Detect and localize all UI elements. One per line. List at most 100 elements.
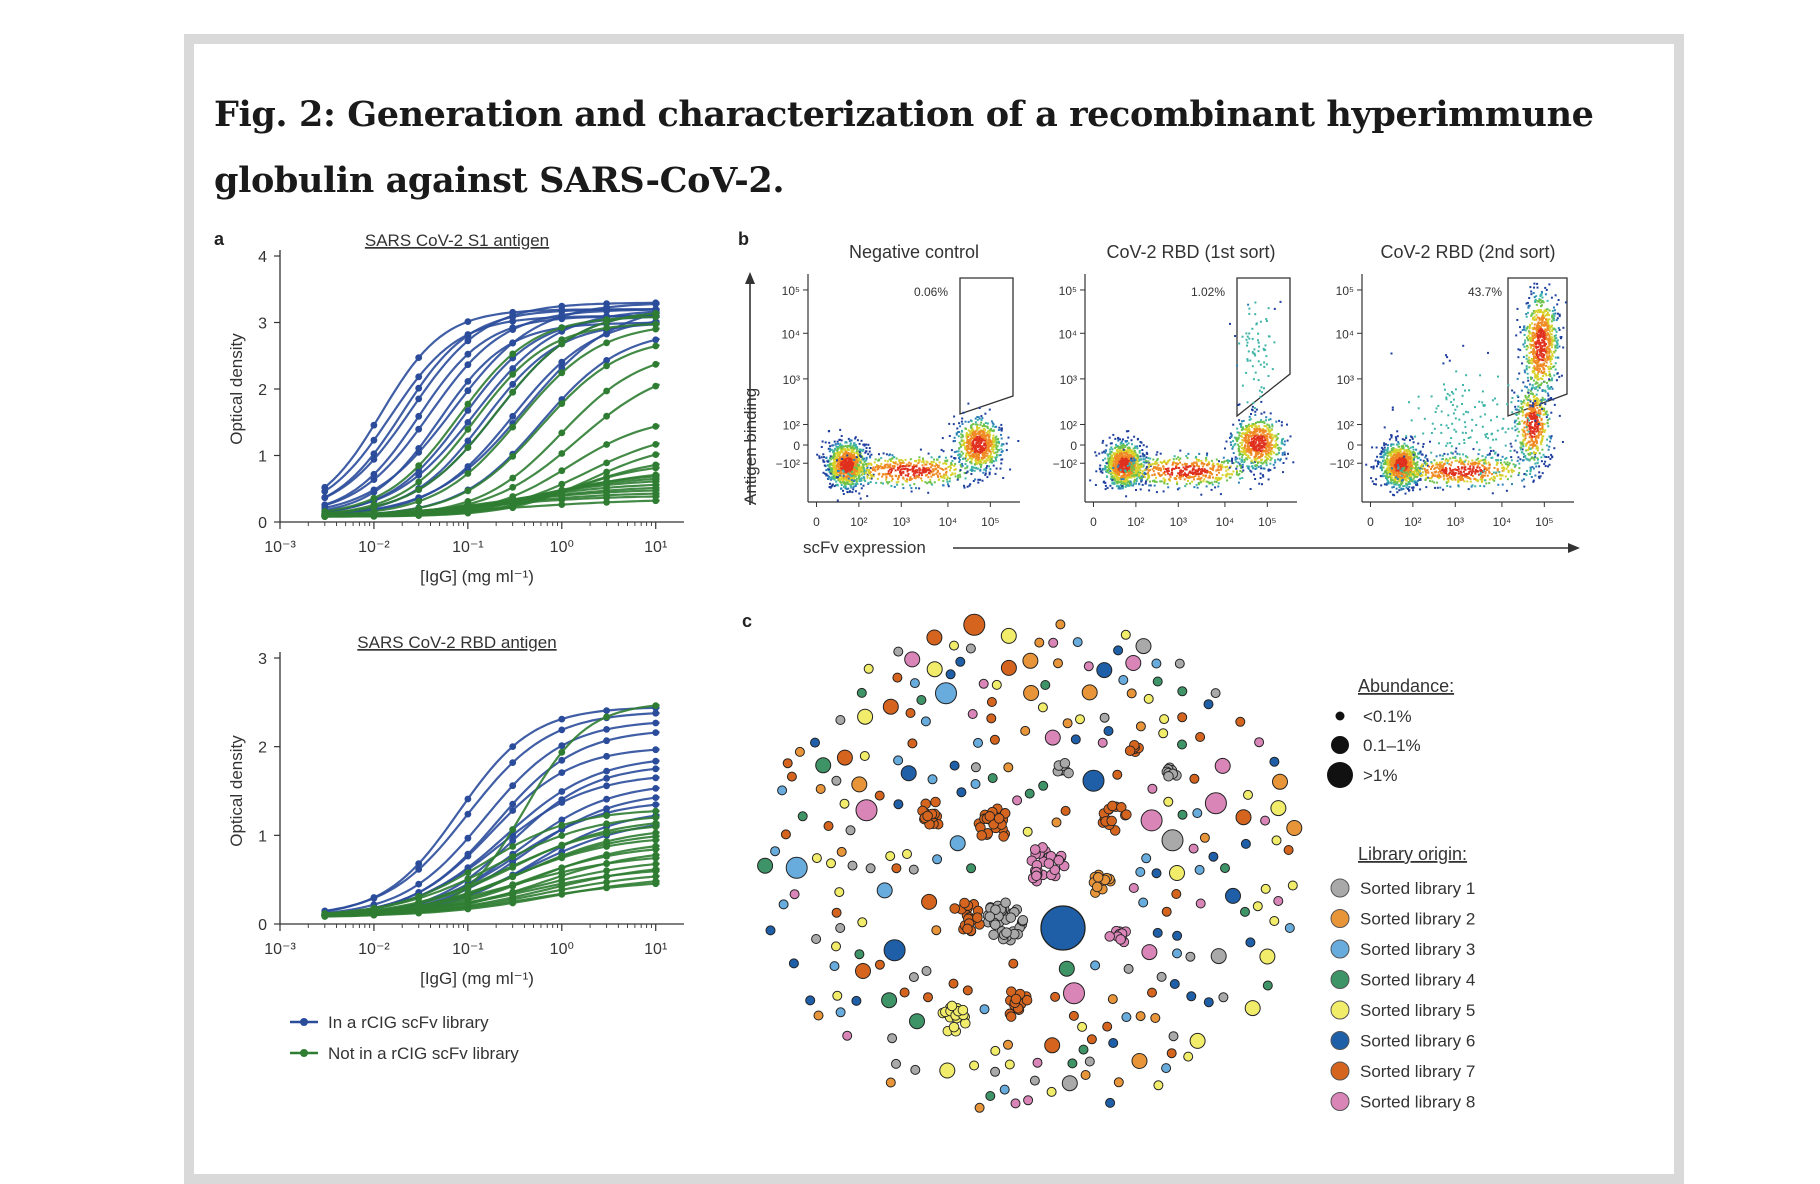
event-dot [1176,464,1178,466]
event-dot [1144,454,1146,456]
event-dot [1104,465,1106,467]
event-dot [1271,444,1273,446]
data-point [509,843,516,850]
event-dot [885,479,887,481]
event-dot [974,470,976,472]
data-point [558,324,565,331]
data-point [465,361,472,368]
event-dot [1260,434,1262,436]
event-dot [897,464,899,466]
event-dot [1119,458,1121,460]
event-dot [892,465,894,467]
event-dot [957,479,959,481]
event-dot [981,439,983,441]
data-point [415,472,422,479]
event-dot [836,457,838,459]
event-dot [982,462,984,464]
event-dot [1184,478,1186,480]
data-point [652,465,659,472]
event-dot [889,475,891,477]
data-point [465,378,472,385]
event-dot [863,458,865,460]
event-dot [863,476,865,478]
event-dot [829,465,831,467]
event-dot [968,429,970,431]
event-dot [941,476,943,478]
event-dot [945,472,947,474]
data-point [415,881,422,888]
data-point [415,385,422,392]
data-point [321,488,328,495]
event-dot [1285,458,1287,460]
event-dot [1202,474,1204,476]
event-dot [1241,477,1243,479]
event-dot [942,480,944,482]
event-dot [1268,449,1270,451]
event-dot [1139,469,1141,471]
event-dot [849,490,851,492]
event-dot [939,467,941,469]
event-dot [961,451,963,453]
event-dot [1212,477,1214,479]
event-dot [962,423,964,425]
data-point [465,869,472,876]
event-dot [1290,435,1292,437]
event-dot [1128,442,1130,444]
event-dot [1153,470,1155,472]
event-dot [988,465,990,467]
event-dot [829,483,831,485]
event-dot [834,441,836,443]
event-dot [875,466,877,468]
event-dot [891,454,893,456]
event-dot [868,471,870,473]
data-point [603,325,610,332]
event-dot [1239,470,1241,472]
event-dot [1106,476,1108,478]
event-dot [1206,454,1208,456]
event-dot [1250,442,1252,444]
event-dot [1211,482,1213,484]
event-dot [1203,478,1205,480]
event-dot [818,455,820,457]
event-dot [1263,411,1265,413]
event-dot [1146,446,1148,448]
data-point [465,401,472,408]
event-dot [1236,465,1238,467]
event-dot [831,486,833,488]
data-point [652,774,659,781]
flow-plot-title: CoV-2 RBD (2nd sort) [1380,242,1555,262]
event-dot [1238,446,1240,448]
event-dot [1001,428,1003,430]
event-dot [979,470,981,472]
event-dot [1122,463,1124,465]
event-dot [1205,475,1207,477]
legend-label-in-library: In a rCIG scFv library [328,1013,489,1032]
event-dot [930,466,932,468]
event-dot [1205,457,1207,459]
event-dot [984,468,986,470]
event-dot [1254,302,1256,304]
event-dot [869,456,871,458]
event-dot [1268,419,1270,421]
data-point [465,904,472,911]
event-dot [986,426,988,428]
event-dot [1246,339,1248,341]
event-dot [1261,391,1263,393]
event-dot [832,457,834,459]
event-dot [1002,477,1004,479]
event-dot [1254,414,1256,416]
event-dot [1198,482,1200,484]
x-tick-label: 10⁻³ [264,941,296,958]
event-dot [991,456,993,458]
event-dot [1250,488,1252,490]
event-dot [1235,438,1237,440]
flow-y-tick-label: 10⁴ [781,327,800,341]
event-dot [1114,463,1116,465]
event-dot [954,469,956,471]
event-dot [907,468,909,470]
event-dot [1159,480,1161,482]
event-dot [1215,477,1217,479]
event-dot [895,469,897,471]
event-dot [1110,443,1112,445]
event-dot [945,474,947,476]
